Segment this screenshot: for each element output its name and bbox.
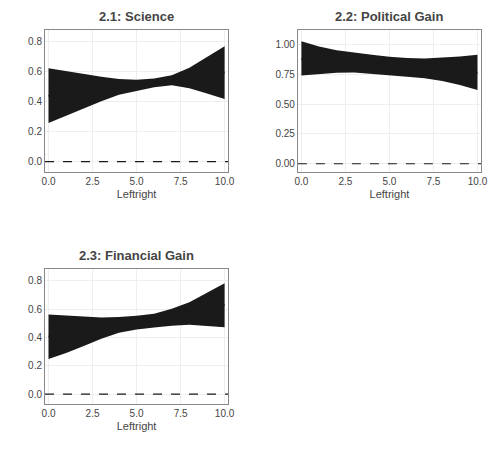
svg-text:0.0: 0.0 [42,176,56,187]
svg-text:7.5: 7.5 [174,408,188,419]
svg-text:2.3: Financial Gain: 2.3: Financial Gain [79,248,194,263]
svg-text:2.1: Science: 2.1: Science [99,9,174,24]
svg-text:0.2: 0.2 [28,360,42,371]
svg-text:0.4: 0.4 [28,332,42,343]
svg-text:10.0: 10.0 [468,176,488,187]
svg-text:0.00: 0.00 [275,158,295,169]
svg-text:Leftright: Leftright [370,188,410,200]
svg-text:0.6: 0.6 [28,304,42,315]
svg-text:0.0: 0.0 [28,389,42,400]
svg-text:2.5: 2.5 [338,176,352,187]
svg-text:5.0: 5.0 [130,408,144,419]
svg-text:0.8: 0.8 [28,36,42,47]
svg-text:0.8: 0.8 [28,275,42,286]
svg-text:0.0: 0.0 [42,408,56,419]
svg-text:7.5: 7.5 [174,176,188,187]
svg-text:0.6: 0.6 [28,66,42,77]
svg-text:0.4: 0.4 [28,96,42,107]
svg-text:0.50: 0.50 [275,99,295,110]
svg-text:1.00: 1.00 [275,39,295,50]
svg-text:0.75: 0.75 [275,69,295,80]
svg-text:Leftright: Leftright [117,420,157,432]
svg-text:2.2: Political Gain: 2.2: Political Gain [335,9,443,24]
svg-text:0.0: 0.0 [28,156,42,167]
svg-text:5.0: 5.0 [130,176,144,187]
svg-text:0.25: 0.25 [275,128,295,139]
svg-text:2.5: 2.5 [86,176,100,187]
svg-text:10.0: 10.0 [215,176,235,187]
svg-text:7.5: 7.5 [427,176,441,187]
svg-text:0.0: 0.0 [294,176,308,187]
svg-text:0.2: 0.2 [28,126,42,137]
svg-text:5.0: 5.0 [382,176,396,187]
svg-text:2.5: 2.5 [86,408,100,419]
svg-text:10.0: 10.0 [215,408,235,419]
svg-text:Leftright: Leftright [117,188,157,200]
